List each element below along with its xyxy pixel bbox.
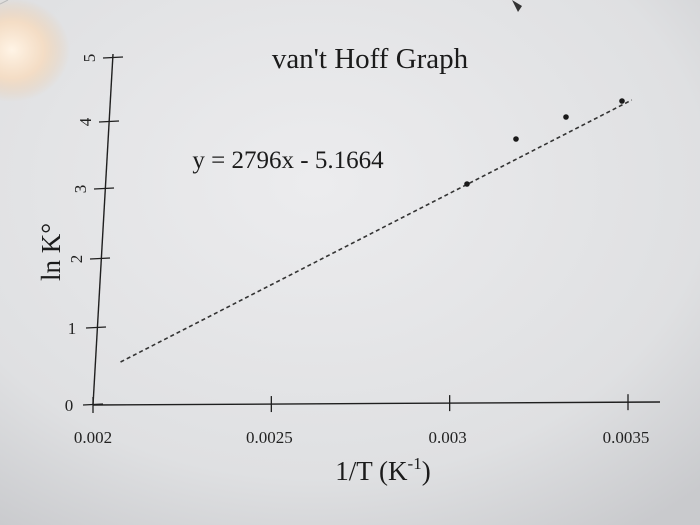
x-tick-label: 0.0025 bbox=[246, 428, 293, 447]
data-point bbox=[464, 181, 470, 187]
data-point bbox=[563, 114, 569, 120]
light-flare bbox=[0, 0, 70, 102]
x-tick-label: 0.002 bbox=[74, 428, 112, 447]
y-tick-mark bbox=[85, 326, 107, 329]
y-tick-label: 0 bbox=[65, 396, 74, 415]
trendline bbox=[120, 99, 633, 363]
trendline-equation: y = 2796x - 5.1664 bbox=[192, 147, 384, 174]
axes bbox=[92, 53, 661, 406]
chart-title: van't Hoff Graph bbox=[272, 43, 469, 75]
data-point bbox=[619, 98, 625, 104]
y-axis-title: ln K° bbox=[36, 223, 66, 281]
x-axis-line bbox=[92, 401, 661, 406]
x-axis-title: 1/T (K-1) bbox=[335, 454, 430, 486]
y-tick-label: 1 bbox=[68, 319, 77, 338]
y-tick-mark bbox=[98, 120, 120, 123]
cursor-arrow-icon bbox=[512, 0, 522, 12]
y-tick-label: 3 bbox=[71, 185, 90, 194]
x-tick-label: 0.003 bbox=[429, 428, 467, 447]
x-axis-title-close: ) bbox=[422, 456, 431, 486]
x-axis-title-exponent: -1 bbox=[408, 454, 422, 473]
data-point bbox=[513, 136, 519, 142]
trendline-group bbox=[120, 99, 633, 363]
tick-labels: 0.002 0.0025 0.003 0.0035 0 1 2 3 4 5 bbox=[65, 54, 650, 447]
y-tick-mark bbox=[93, 187, 115, 190]
y-tick-mark bbox=[102, 56, 124, 59]
y-tick-label: 4 bbox=[76, 117, 95, 126]
y-tick-mark bbox=[89, 257, 111, 260]
y-tick-label: 2 bbox=[67, 255, 86, 264]
x-axis-title-main: 1/T (K bbox=[335, 456, 408, 486]
x-tick-label: 0.0035 bbox=[603, 428, 650, 447]
data-points bbox=[464, 98, 625, 187]
y-tick-mark bbox=[82, 403, 104, 406]
tick-marks bbox=[82, 56, 629, 413]
y-axis-line bbox=[92, 53, 114, 406]
y-tick-label: 5 bbox=[80, 54, 99, 63]
